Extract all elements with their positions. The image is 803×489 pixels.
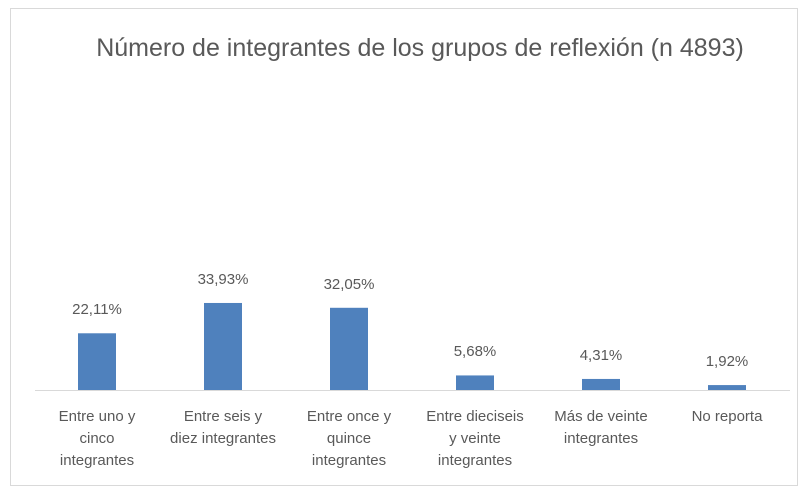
chart-title: Número de integrantes de los grupos de r… [96,34,744,62]
data-label: 4,31% [579,346,623,364]
data-label: 1,92% [705,353,749,371]
bar [330,307,368,390]
category-label: Entre once y quince integrantes [306,408,392,469]
category-label: Entre seis y diez integrantes [170,408,276,447]
data-label: 5,68% [453,343,497,361]
data-label: 22,11% [72,301,122,319]
bar [456,375,494,390]
chart-frame [10,8,798,486]
data-label: 33,93% [197,270,249,288]
bar [204,302,242,390]
data-label: 32,05% [323,275,375,293]
bar [78,333,116,390]
category-label: Entre uno y cinco integrantes [58,408,136,469]
bar [708,385,746,390]
category-label: Más de veinte integrantes [554,408,648,447]
category-label: Entre dieciseis y veinte integrantes [426,408,524,469]
category-label: No reporta [691,408,763,425]
bar [582,378,620,390]
